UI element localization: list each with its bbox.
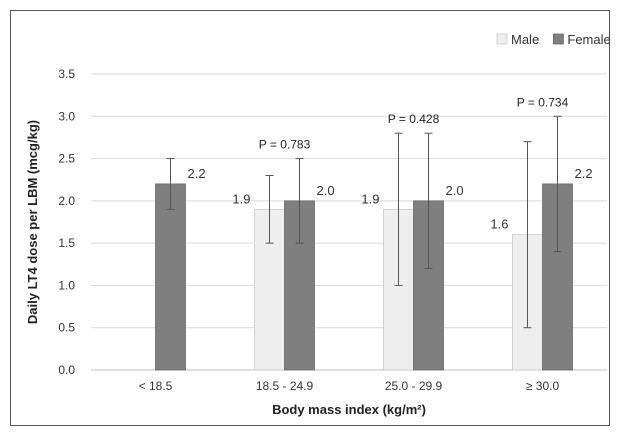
bar-chart: 0.0 0.5 1.0 1.5 2.0 2.5 3.0 3.5 < 18.5 18.5 - 24.… [25,32,611,417]
y-tick-label: 0.0 [58,363,75,377]
axes: 0.0 0.5 1.0 1.5 2.0 2.5 3.0 3.5 < 18.5 18.5 - 24.… [58,67,607,393]
x-tick-label: ≥ 30.0 [526,379,560,393]
y-tick-label: 3.0 [58,109,75,123]
legend-swatch-female [553,33,564,45]
y-tick-label: 2.0 [58,194,75,208]
x-axis-title: Body mass index (kg/m²) [272,402,426,417]
y-axis-title: Daily LT4 dose per LBM (mcg/kg) [25,120,40,324]
y-tick-label: 1.0 [58,278,75,292]
data-label: 2.2 [575,166,593,181]
legend-label-female: Female [567,32,610,47]
x-tick-label: 18.5 - 24.9 [256,379,314,393]
data-label: 2.0 [317,183,335,198]
y-tick-label: 3.5 [58,67,75,81]
bars [155,183,573,371]
legend-swatch-male [496,33,508,45]
x-tick-label: 25.0 - 29.9 [385,379,443,393]
p-value-label: P = 0.783 [259,138,311,152]
data-label: 2.0 [446,183,464,198]
data-label: 1.9 [361,191,379,206]
bar-female [155,183,186,371]
data-label: 1.6 [490,217,508,232]
legend: Male Female [496,32,611,47]
data-label: 1.9 [232,191,250,206]
legend-label-male: Male [511,32,539,47]
chart-frame: 0.0 0.5 1.0 1.5 2.0 2.5 3.0 3.5 < 18.5 18.5 - 24.… [10,10,611,426]
y-tick-label: 2.5 [58,152,75,166]
p-value-label: P = 0.428 [388,112,440,126]
error-bars [166,115,562,329]
data-labels: 1.9 1.9 1.6 2.2 2.0 2.0 2.2 P = 0.783 P = 0.428 P… [188,95,593,231]
data-label: 2.2 [188,166,206,181]
y-tick-label: 0.5 [58,321,75,335]
p-value-label: P = 0.734 [517,95,569,109]
y-tick-label: 1.5 [58,236,75,250]
x-tick-label: < 18.5 [139,379,173,393]
